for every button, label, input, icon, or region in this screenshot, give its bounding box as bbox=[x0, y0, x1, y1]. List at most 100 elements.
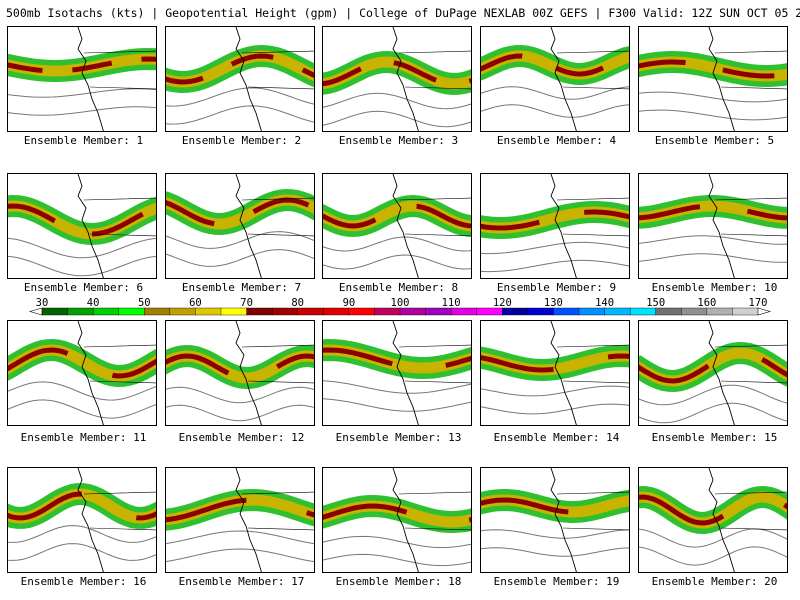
isotach-core-80kt bbox=[323, 59, 471, 87]
geopotential-height-contour bbox=[639, 402, 787, 424]
colorbar-tick-label: 90 bbox=[343, 297, 356, 309]
coastline-outline bbox=[550, 174, 577, 278]
coastline-outline bbox=[77, 27, 104, 131]
geopotential-height-contour bbox=[323, 380, 471, 394]
colorbar-swatch bbox=[604, 307, 631, 316]
colorbar-tick-label: 160 bbox=[697, 297, 716, 309]
colorbar-swatch bbox=[92, 307, 120, 316]
coastline-outline bbox=[235, 174, 262, 278]
political-border bbox=[556, 197, 629, 237]
isotach-core-80kt bbox=[323, 203, 471, 229]
geopotential-height-contour bbox=[166, 105, 314, 125]
colorbar-swatch bbox=[476, 307, 503, 316]
colorbar-swatch bbox=[246, 307, 273, 316]
coastline-outline bbox=[77, 174, 104, 278]
coastline-outline bbox=[550, 321, 577, 425]
ensemble-member-label: Ensemble Member: 18 bbox=[335, 575, 462, 588]
geopotential-height-contour bbox=[639, 109, 787, 121]
colorbar-tick-label: 60 bbox=[189, 297, 202, 309]
ensemble-member-label: Ensemble Member: 10 bbox=[651, 281, 778, 294]
jet-stream-map bbox=[8, 174, 156, 278]
colorbar-tick-label: 150 bbox=[646, 297, 665, 309]
geopotential-height-contour bbox=[639, 384, 787, 406]
ensemble-member-label: Ensemble Member: 4 bbox=[496, 134, 617, 147]
isotach-core-80kt bbox=[8, 203, 156, 237]
political-border bbox=[241, 50, 314, 90]
coastline-outline bbox=[392, 321, 419, 425]
ensemble-member-map bbox=[7, 173, 157, 279]
isotach-core-80kt bbox=[8, 491, 156, 521]
ensemble-member-label: Ensemble Member: 20 bbox=[651, 575, 778, 588]
political-border bbox=[241, 344, 314, 384]
ensemble-member-label: Ensemble Member: 17 bbox=[178, 575, 305, 588]
geopotential-height-contour bbox=[481, 241, 629, 255]
geopotential-height-contour bbox=[8, 543, 156, 561]
political-border bbox=[241, 491, 314, 531]
colorbar-swatch bbox=[169, 307, 196, 316]
colorbar-swatch bbox=[732, 307, 759, 316]
coastline-outline bbox=[235, 321, 262, 425]
political-border bbox=[83, 491, 156, 531]
coastline-outline bbox=[77, 321, 104, 425]
geopotential-height-contour bbox=[481, 385, 629, 397]
coastline-outline bbox=[708, 468, 735, 572]
ensemble-member-label: Ensemble Member: 7 bbox=[181, 281, 302, 294]
geopotential-height-contour bbox=[481, 86, 629, 100]
isotach-core-80kt bbox=[323, 347, 471, 371]
jet-stream-map bbox=[481, 27, 629, 131]
geopotential-height-contour bbox=[8, 88, 156, 98]
coastline-outline bbox=[392, 468, 419, 572]
isotach-core-80kt bbox=[8, 347, 156, 379]
isotach-core-80kt bbox=[639, 494, 787, 526]
geopotential-height-contour bbox=[166, 249, 314, 267]
jet-stream-map bbox=[166, 27, 314, 131]
ensemble-member-map bbox=[638, 26, 788, 132]
geopotential-height-contour bbox=[8, 399, 156, 419]
geopotential-height-contour bbox=[639, 235, 787, 245]
geopotential-height-contour bbox=[323, 236, 471, 252]
geopotential-height-contour bbox=[166, 231, 314, 249]
geopotential-height-contour bbox=[639, 253, 787, 263]
isotach-core-80kt bbox=[639, 59, 787, 79]
coastline-outline bbox=[708, 27, 735, 131]
political-border bbox=[398, 491, 471, 531]
political-border bbox=[398, 50, 471, 90]
colorbar-swatch bbox=[67, 307, 94, 316]
jet-stream-map bbox=[166, 321, 314, 425]
coastline-outline bbox=[392, 27, 419, 131]
ensemble-member-label: Ensemble Member: 12 bbox=[178, 431, 305, 444]
isotach-core-80kt bbox=[166, 497, 314, 523]
political-border bbox=[83, 197, 156, 237]
geopotential-height-contour bbox=[8, 106, 156, 116]
ensemble-member-label: Ensemble Member: 2 bbox=[181, 134, 302, 147]
ensemble-member-map bbox=[480, 173, 630, 279]
ensemble-member-label: Ensemble Member: 11 bbox=[20, 431, 147, 444]
jet-stream-map bbox=[8, 468, 156, 572]
colorbar-swatch bbox=[629, 307, 657, 316]
jet-stream-map bbox=[639, 468, 787, 572]
political-border bbox=[83, 50, 156, 90]
colorbar-swatch bbox=[655, 307, 682, 316]
political-border bbox=[714, 50, 787, 90]
colorbar-swatch bbox=[374, 307, 401, 316]
isotach-core-80kt bbox=[481, 353, 629, 373]
colorbar-swatch bbox=[527, 307, 554, 316]
ensemble-member-map bbox=[165, 173, 315, 279]
ensemble-member-map bbox=[7, 320, 157, 426]
colorbar-tick-label: 80 bbox=[291, 297, 304, 309]
political-border bbox=[556, 344, 629, 384]
ensemble-member-map bbox=[7, 467, 157, 573]
geopotential-height-contour bbox=[166, 87, 314, 107]
ensemble-member-map bbox=[322, 320, 472, 426]
jet-stream-map bbox=[639, 27, 787, 131]
ensemble-member-label: Ensemble Member: 3 bbox=[338, 134, 459, 147]
geopotential-height-contour bbox=[8, 525, 156, 543]
colorbar-high-arrow bbox=[757, 307, 772, 316]
geopotential-height-contour bbox=[323, 553, 471, 567]
coastline-outline bbox=[708, 174, 735, 278]
colorbar-swatch bbox=[41, 307, 69, 316]
colorbar-tick-label: 130 bbox=[544, 297, 563, 309]
jet-stream-map bbox=[323, 27, 471, 131]
political-border bbox=[83, 344, 156, 384]
ensemble-member-map bbox=[480, 467, 630, 573]
